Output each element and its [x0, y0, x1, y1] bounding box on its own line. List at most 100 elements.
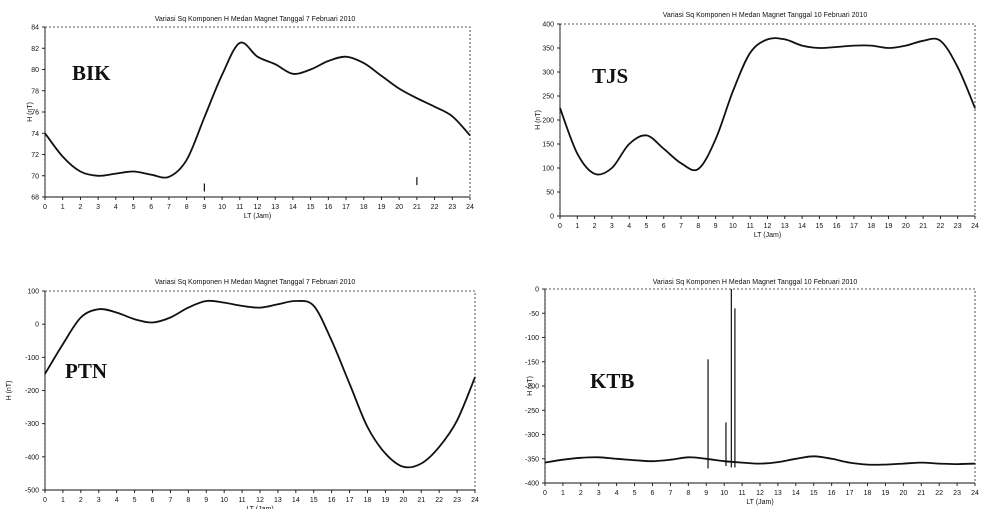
- data-point: [680, 162, 682, 164]
- station-label: BIK: [72, 61, 111, 85]
- x-tick-label: 14: [798, 223, 806, 230]
- data-point: [115, 173, 117, 175]
- data-point: [628, 143, 630, 145]
- data-point: [116, 311, 118, 314]
- chart-title: Variasi Sq Komponen H Medan Magnet Tangg…: [155, 16, 356, 23]
- x-tick-label: 16: [833, 223, 841, 230]
- x-tick-label: 5: [133, 497, 137, 504]
- data-point: [295, 300, 297, 302]
- y-tick-label: 82: [31, 46, 39, 53]
- data-point: [168, 176, 170, 178]
- x-tick-label: 22: [431, 204, 439, 211]
- data-point: [723, 460, 725, 462]
- data-point: [221, 74, 223, 76]
- x-tick-label: 1: [61, 497, 65, 504]
- x-tick-label: 17: [850, 223, 858, 230]
- x-tick-label: 15: [310, 497, 318, 504]
- data-point: [474, 376, 476, 378]
- x-tick-label: 5: [132, 204, 136, 211]
- x-tick-label: 7: [167, 204, 171, 211]
- x-tick-label: 13: [274, 497, 282, 504]
- y-tick-label: 300: [542, 70, 554, 77]
- y-tick-label: -200: [525, 384, 539, 391]
- x-tick-label: 21: [919, 223, 927, 230]
- x-tick-label: 11: [236, 204, 243, 211]
- y-axis-label: H (nT): [6, 381, 13, 401]
- data-point: [669, 459, 672, 461]
- y-axis-label: H (nT): [27, 102, 34, 122]
- x-tick-label: 15: [815, 223, 823, 230]
- data-point: [902, 463, 904, 465]
- x-tick-label: 21: [413, 204, 421, 211]
- x-tick-label: 3: [597, 490, 601, 497]
- data-point: [292, 73, 294, 75]
- x-tick-label: 0: [543, 490, 547, 497]
- data-point: [749, 52, 751, 54]
- x-tick-label: 20: [399, 497, 407, 504]
- x-tick-label: 6: [151, 497, 155, 504]
- x-tick-label: 0: [43, 204, 47, 211]
- data-point: [203, 116, 205, 118]
- x-tick-label: 16: [328, 497, 336, 504]
- y-tick-label: 50: [546, 190, 554, 197]
- x-tick-label: 7: [668, 490, 672, 497]
- data-point: [922, 40, 924, 42]
- y-tick-label: -400: [25, 454, 39, 461]
- x-tick-label: 13: [271, 204, 279, 211]
- data-point: [456, 419, 458, 421]
- data-point: [98, 308, 100, 310]
- chart-panel-ktb: Variasi Sq Komponen H Medan Magnet Tangg…: [500, 258, 985, 509]
- data-point: [818, 47, 820, 49]
- data-point: [663, 148, 665, 150]
- y-tick-label: 250: [542, 94, 554, 101]
- x-tick-label: 1: [575, 223, 579, 230]
- data-point: [259, 306, 261, 309]
- y-tick-label: 0: [550, 214, 554, 221]
- data-point: [363, 62, 365, 64]
- y-tick-label: 76: [31, 110, 39, 117]
- x-tick-label: 23: [453, 497, 461, 504]
- data-point: [580, 457, 582, 459]
- data-point: [732, 90, 734, 92]
- data-point: [380, 75, 383, 77]
- data-point: [451, 115, 453, 117]
- x-tick-label: 20: [395, 204, 403, 211]
- y-tick-label: 74: [31, 131, 39, 138]
- data-point: [616, 458, 618, 460]
- data-point: [697, 168, 699, 170]
- data-point: [866, 463, 869, 466]
- x-tick-label: 14: [292, 497, 300, 504]
- y-tick-label: 80: [31, 67, 39, 74]
- y-tick-label: -400: [525, 481, 539, 488]
- x-tick-label: 12: [756, 490, 764, 497]
- data-point: [80, 316, 82, 319]
- data-point: [313, 305, 315, 307]
- data-point: [348, 383, 351, 385]
- plot-frame: [44, 26, 471, 198]
- data-point: [384, 452, 387, 455]
- data-point: [687, 456, 689, 458]
- data-point: [44, 132, 46, 134]
- x-tick-label: 8: [686, 490, 690, 497]
- data-point: [327, 60, 329, 62]
- x-tick-label: 15: [307, 204, 315, 211]
- data-point: [884, 463, 887, 466]
- data-point: [853, 45, 855, 47]
- data-series-line: [44, 299, 476, 469]
- data-point: [813, 455, 815, 457]
- x-axis-label: LT (Jam): [746, 499, 773, 506]
- data-point: [633, 459, 636, 461]
- x-tick-label: 9: [714, 223, 718, 230]
- data-point: [151, 321, 154, 324]
- data-point: [150, 174, 152, 176]
- data-point: [562, 459, 564, 461]
- x-tick-label: 21: [417, 497, 425, 504]
- x-tick-label: 14: [289, 204, 297, 211]
- data-point: [544, 462, 546, 464]
- x-tick-label: 8: [696, 223, 700, 230]
- chart-panel-tjs: Variasi Sq Komponen H Medan Magnet Tangg…: [500, 0, 985, 250]
- chart-title: Variasi Sq Komponen H Medan Magnet Tangg…: [155, 279, 356, 286]
- x-tick-label: 6: [662, 223, 666, 230]
- y-tick-label: 72: [31, 152, 39, 159]
- y-tick-label: 100: [542, 166, 554, 173]
